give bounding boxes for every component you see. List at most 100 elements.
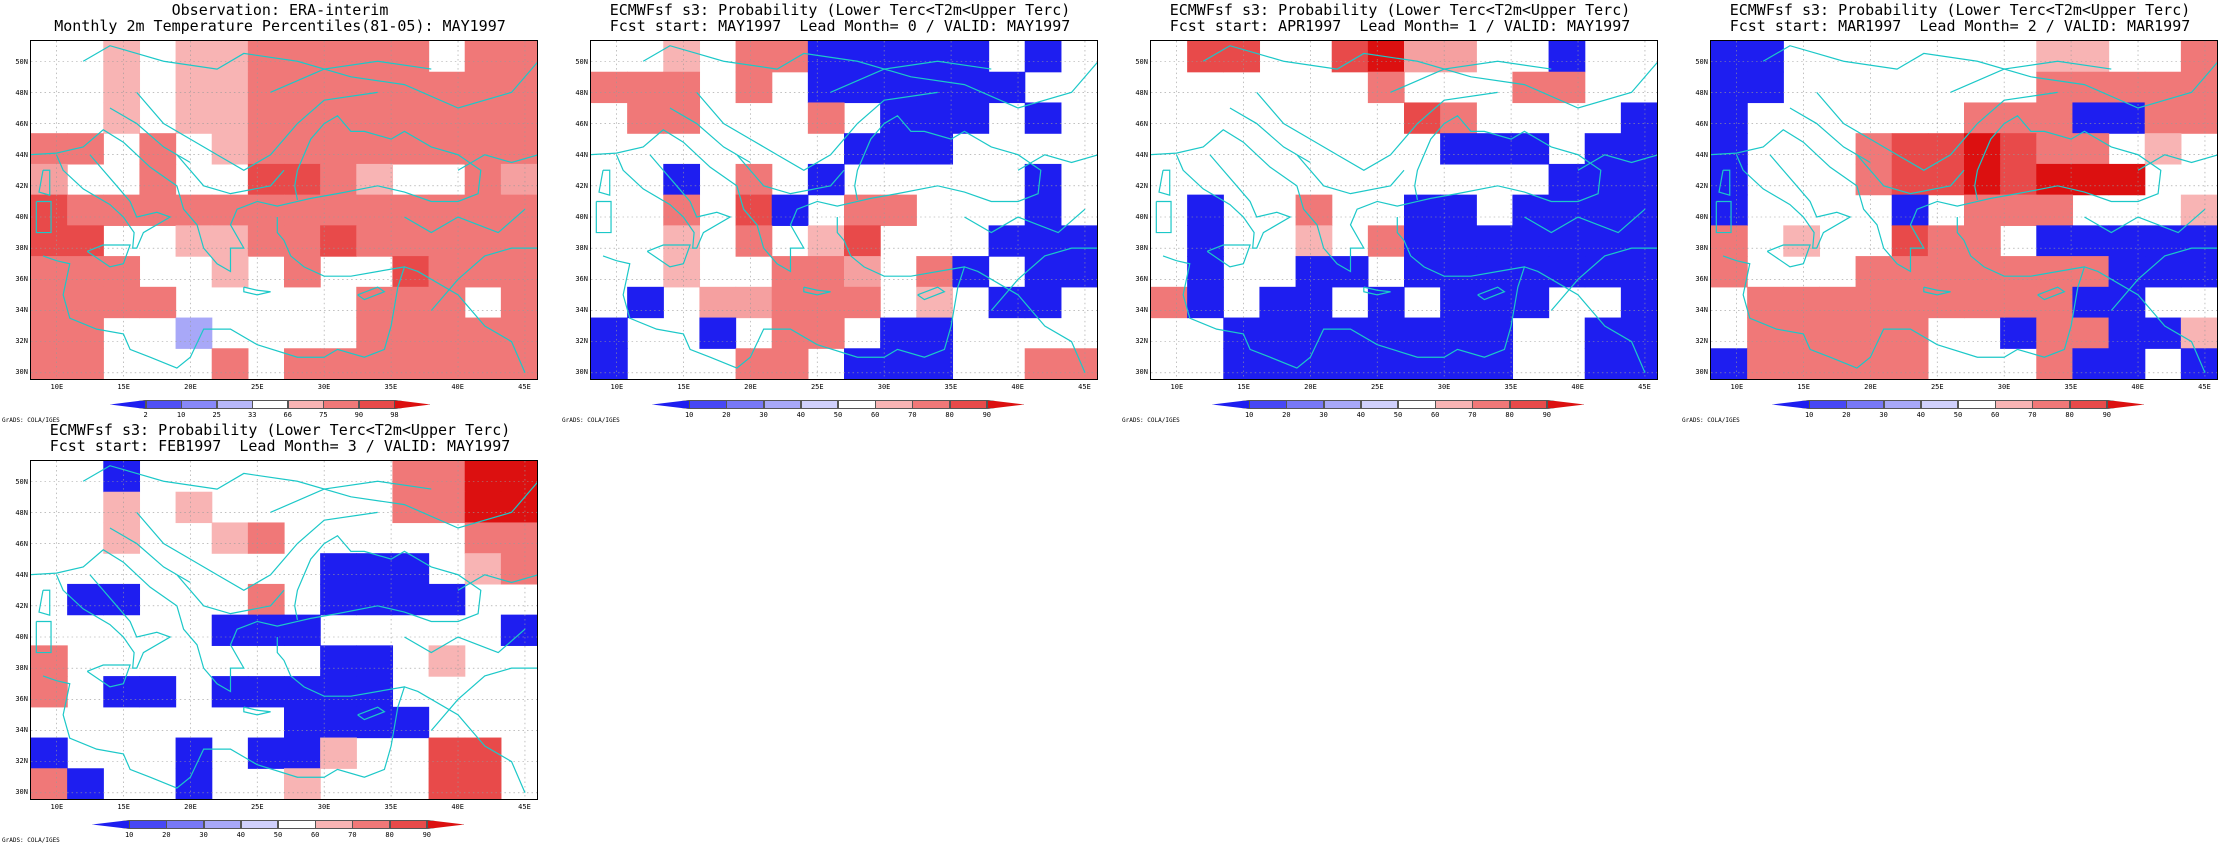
grid-cell: [2144, 133, 2182, 165]
lat-tick-label: 44N: [15, 150, 28, 159]
grid-cell: [591, 71, 628, 104]
grid-cell: [67, 256, 104, 288]
colorbar-swatch: [166, 820, 205, 829]
lon-tick-label: 30E: [317, 383, 331, 391]
colorbar-label: 10: [1804, 411, 1814, 419]
coastline: [2137, 154, 2217, 171]
grid-cell: [284, 71, 321, 104]
grid-cell: [2036, 41, 2074, 73]
grid-cell: [807, 317, 845, 349]
lat-tick-label: 40N: [1135, 212, 1148, 221]
grid-cell: [320, 737, 357, 769]
lon-tick-label: 15E: [117, 803, 130, 811]
grid-cell: [1367, 286, 1405, 319]
grid-cell: [464, 348, 502, 379]
grid-cell: [1024, 163, 1062, 196]
lon-tick-label: 35E: [384, 803, 398, 811]
lat-tick-label: 40N: [575, 212, 588, 221]
grid-cell: [1404, 102, 1441, 134]
coastline: [1151, 114, 1602, 273]
grid-cell: [392, 41, 430, 73]
lat-tick-label: 50N: [1695, 57, 1708, 66]
grid-cell: [1747, 71, 1784, 104]
grid-cell: [771, 194, 809, 226]
grid-cell: [392, 348, 430, 379]
map-svg: [1151, 41, 1657, 379]
grid-cell: [880, 133, 917, 165]
grid-cell: [1747, 348, 1784, 379]
grid-cell: [807, 256, 845, 288]
colorbar-swatch: [145, 400, 182, 409]
grid-cell: [1855, 163, 1893, 196]
colorbar-label: 10: [176, 411, 186, 419]
grid-cell: [1927, 225, 1965, 257]
grid-cell: [31, 194, 68, 226]
lon-tick-label: 20E: [744, 383, 757, 391]
lat-tick-label: 32N: [15, 337, 28, 346]
coastline: [86, 664, 131, 688]
colorbar-swatch: [875, 400, 913, 409]
grid-cell: [591, 348, 628, 379]
grid-cell: [1295, 348, 1333, 379]
coastline: [55, 154, 172, 249]
grid-cell: [1584, 163, 1622, 196]
coastline: [1950, 60, 2112, 93]
grid-cell: [67, 317, 104, 349]
grid-cell: [31, 317, 68, 349]
grid-cell: [916, 102, 954, 134]
colorbar-label: 66: [283, 411, 292, 419]
colorbar-swatch: [203, 820, 242, 829]
grid-cell: [284, 768, 321, 799]
colorbar-swatch: [1958, 400, 1996, 409]
lon-tick-label: 20E: [1864, 383, 1877, 391]
grid-cell: [464, 41, 502, 73]
grid-cell: [464, 491, 502, 524]
lat-tick-label: 40N: [15, 632, 28, 641]
grid-cell: [1927, 286, 1965, 319]
coastline: [1715, 200, 1732, 234]
grid-cell: [175, 317, 213, 349]
grid-cell: [1620, 133, 1657, 165]
grid-cell: [2180, 71, 2217, 104]
grid-cell: [284, 706, 321, 739]
lon-tick-label: 40E: [1571, 383, 1584, 391]
lat-tick-label: 38N: [575, 244, 588, 253]
colorbar-label: 80: [1505, 411, 1514, 419]
colorbar-swatch: [110, 400, 147, 409]
grid-cell: [2144, 317, 2182, 349]
grid-cell: [807, 225, 845, 257]
lat-tick-label: 42N: [15, 601, 28, 610]
grid-cell: [428, 194, 466, 226]
grid-cell: [428, 461, 466, 493]
coastline: [591, 114, 1042, 273]
colorbar-label: 50: [273, 831, 283, 839]
colorbar: 10 20 30 40 50 60 70 80 90: [652, 400, 1025, 419]
grid-cell: [1223, 348, 1261, 379]
lat-tick-label: 34N: [575, 306, 588, 315]
grid-cell: [1711, 348, 1748, 379]
lon-tick-label: 30E: [1997, 383, 2011, 391]
grid-cell: [1331, 317, 1369, 349]
grid-cell: [1476, 286, 1514, 319]
grid-cell: [1855, 348, 1893, 379]
coastline: [1363, 286, 1391, 296]
colorbar-label: 40: [236, 831, 246, 839]
lat-tick-label: 46N: [1135, 119, 1148, 128]
grid-cell: [2108, 317, 2146, 349]
coastline: [1477, 286, 1506, 301]
colorbar-label: 60: [310, 831, 320, 839]
coastline: [2110, 247, 2217, 311]
grid-cell: [211, 41, 249, 73]
grid-cell: [2108, 348, 2146, 379]
colorbar-label: 90: [982, 411, 992, 419]
colorbar-swatch: [278, 820, 316, 829]
grid-cell: [1855, 286, 1893, 319]
map-svg: [31, 41, 537, 379]
colorbar-swatch: [2069, 400, 2108, 409]
lon-tick-label: 25E: [250, 383, 264, 391]
grid-cell: [1927, 163, 1965, 196]
grid-cell: [1440, 102, 1477, 134]
grid-cell: [1548, 71, 1586, 104]
lon-tick-label: 20E: [184, 383, 197, 391]
lat-tick-label: 38N: [1135, 244, 1148, 253]
